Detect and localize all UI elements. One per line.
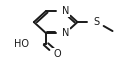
Text: S: S <box>94 17 100 27</box>
Text: N: N <box>62 28 69 38</box>
Text: HO: HO <box>14 39 29 49</box>
Text: N: N <box>62 6 69 16</box>
Text: O: O <box>53 49 61 59</box>
